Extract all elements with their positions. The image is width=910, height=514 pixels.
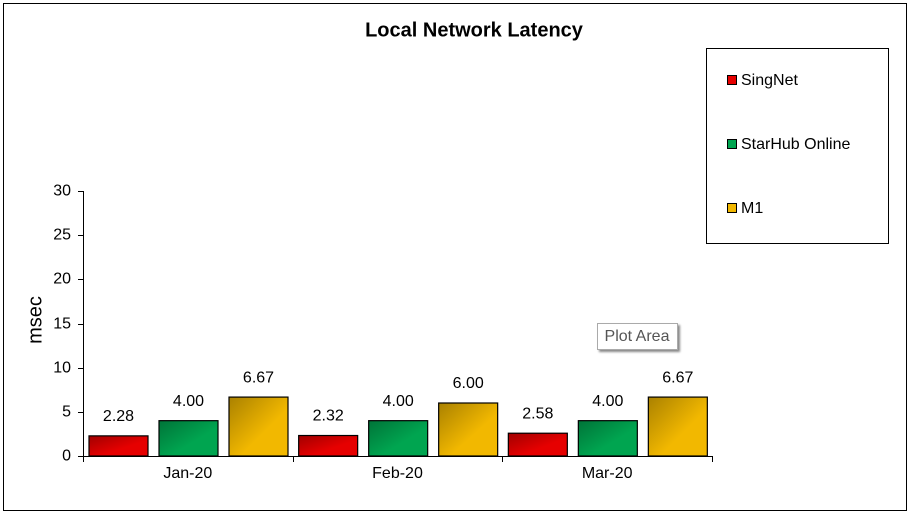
legend-swatch xyxy=(727,139,737,149)
legend-swatch xyxy=(727,75,737,85)
y-tick-label: 0 xyxy=(62,448,71,465)
chart-title: Local Network Latency xyxy=(365,19,584,41)
y-tick-label: 15 xyxy=(53,316,71,333)
legend-label: M1 xyxy=(741,200,763,217)
data-label: 6.00 xyxy=(453,375,484,392)
bar xyxy=(298,434,359,457)
data-label: 2.32 xyxy=(313,408,344,425)
data-label: 4.00 xyxy=(173,393,204,410)
data-label: 4.00 xyxy=(592,393,623,410)
tooltip xyxy=(597,323,678,350)
bar xyxy=(577,420,638,457)
bar xyxy=(88,435,149,457)
x-tick-label: Jan-20 xyxy=(163,465,212,482)
x-tick-label: Feb-20 xyxy=(372,465,423,482)
x-tick-label: Mar-20 xyxy=(582,465,633,482)
y-tick-label: 5 xyxy=(62,404,71,421)
data-label: 2.28 xyxy=(103,408,134,425)
data-label: 6.67 xyxy=(243,369,274,386)
legend-label: StarHub Online xyxy=(741,136,850,153)
y-axis-label: msec xyxy=(24,296,46,344)
y-tick-label: 20 xyxy=(53,271,71,288)
bar xyxy=(647,396,708,457)
bar xyxy=(368,420,429,457)
data-label: 4.00 xyxy=(383,393,414,410)
data-label: 2.58 xyxy=(522,405,553,422)
legend-swatch xyxy=(727,203,737,213)
y-tick-label: 30 xyxy=(53,183,71,200)
y-tick-label: 10 xyxy=(53,360,71,377)
bar xyxy=(438,402,499,457)
bar xyxy=(507,432,568,457)
legend-label: SingNet xyxy=(741,72,798,89)
bar xyxy=(158,420,219,457)
tooltip-text: Plot Area xyxy=(605,328,670,345)
data-label: 6.67 xyxy=(662,369,693,386)
bar xyxy=(228,396,289,457)
y-tick-label: 25 xyxy=(53,227,71,244)
